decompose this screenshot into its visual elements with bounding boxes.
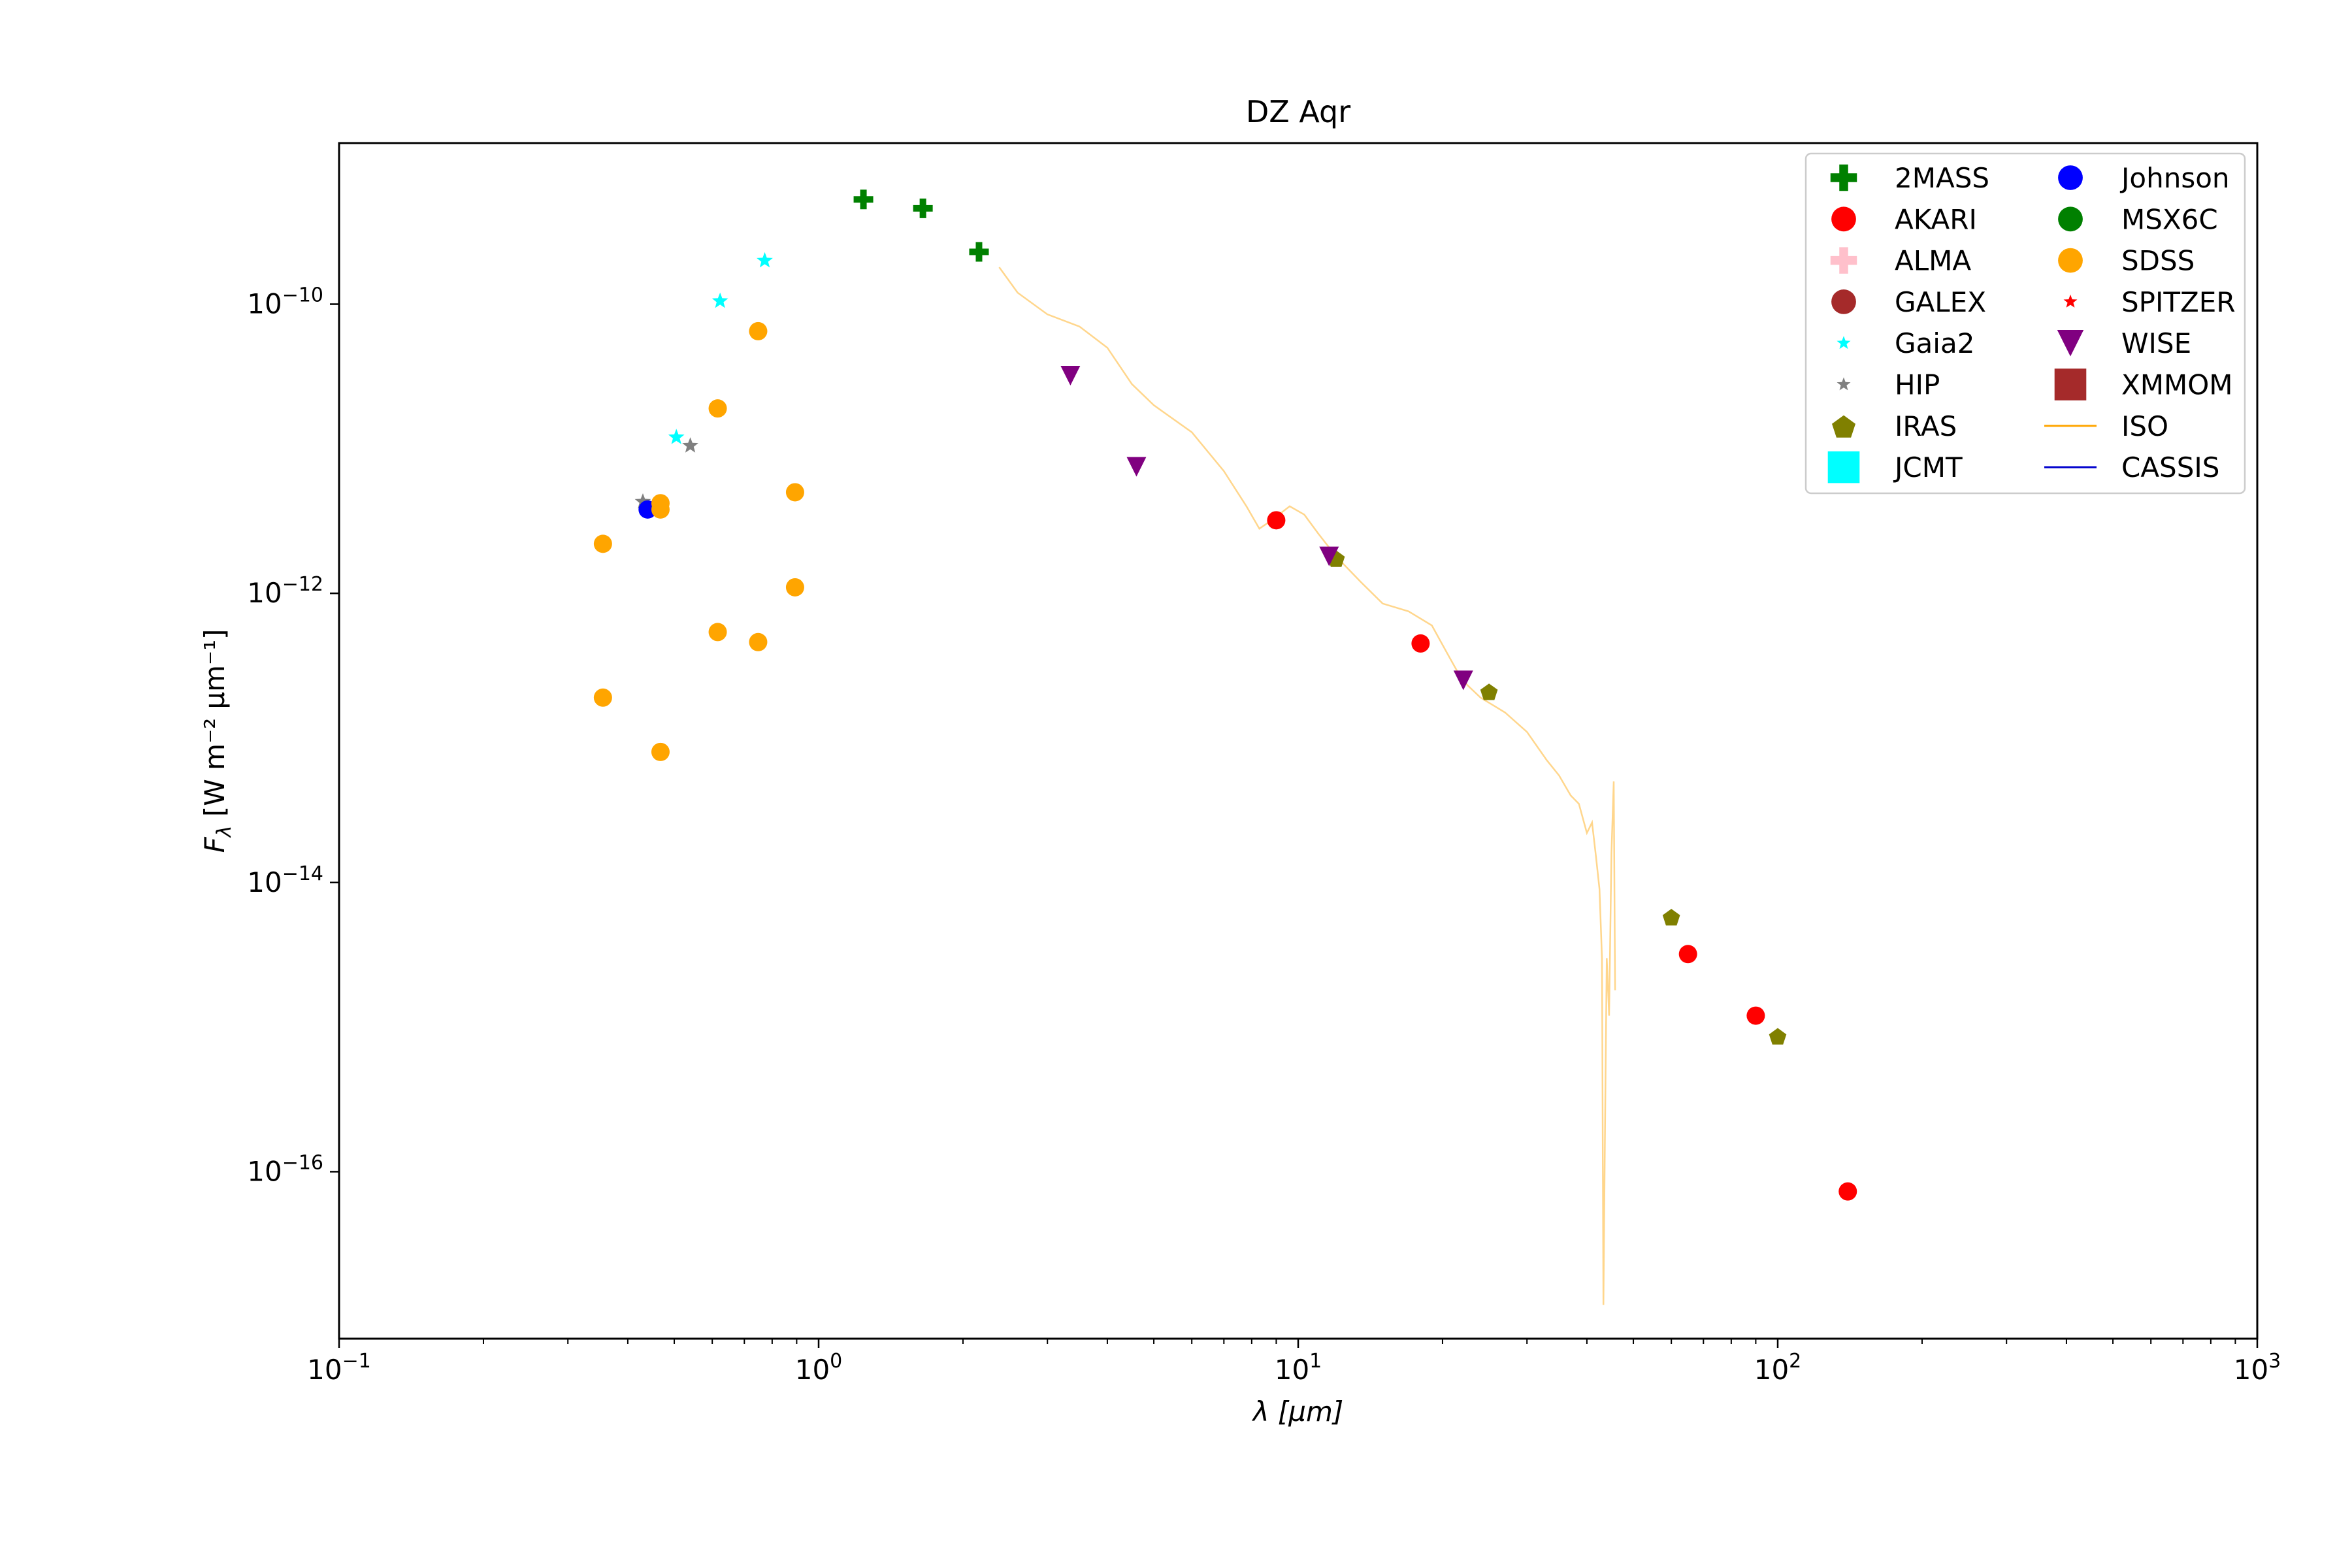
hip-legend-label: HIP bbox=[1895, 369, 1940, 401]
jcmt-legend-label: JCMT bbox=[1893, 451, 1963, 483]
wise-point bbox=[1060, 366, 1081, 386]
hip-legend-marker bbox=[1837, 377, 1851, 391]
legend: 2MASS AKARI ALMA GALEX Gaia2 HIP IRAS JCMT Johns… bbox=[1805, 152, 2246, 495]
gaia2-point bbox=[668, 429, 685, 444]
sdss-legend-marker bbox=[2058, 248, 2083, 273]
gaia2-point bbox=[711, 292, 728, 308]
iras-point bbox=[1769, 1028, 1787, 1045]
iras-legend-marker bbox=[1832, 415, 1855, 438]
akari-point bbox=[1838, 1182, 1857, 1201]
johnson-legend-marker bbox=[2058, 165, 2083, 190]
akari-point bbox=[1746, 1006, 1765, 1025]
x-axis-label: λ [μm] bbox=[1252, 1396, 1344, 1428]
sdss-legend-label: SDSS bbox=[2121, 245, 2195, 277]
2mass-point bbox=[913, 198, 933, 218]
legend-box bbox=[1805, 152, 2246, 495]
iras-point bbox=[1480, 683, 1498, 700]
sdss-point bbox=[708, 399, 727, 418]
galex-legend-label: GALEX bbox=[1895, 286, 1986, 318]
sdss-point bbox=[651, 742, 670, 761]
cassis-legend-label: CASSIS bbox=[2121, 451, 2219, 483]
2mass-point bbox=[969, 242, 989, 262]
gaia2-legend-marker bbox=[1837, 336, 1851, 350]
wise-point bbox=[1126, 457, 1147, 477]
sdss-point bbox=[749, 321, 768, 340]
gaia2-point bbox=[757, 252, 773, 268]
akari-point bbox=[1411, 634, 1430, 653]
sdss-point bbox=[651, 500, 670, 519]
wise-point bbox=[1319, 546, 1339, 566]
2mass-legend-label: 2MASS bbox=[1895, 162, 1989, 194]
akari-point bbox=[1678, 945, 1697, 964]
sdss-point bbox=[785, 578, 804, 596]
sdss-point bbox=[593, 688, 612, 707]
galex-legend-marker bbox=[1831, 289, 1856, 314]
sdss-point bbox=[749, 632, 768, 651]
y-axis-label: Fλ [W m⁻² μm⁻¹] bbox=[199, 629, 236, 853]
spitzer-legend-label: SPITZER bbox=[2121, 286, 2236, 318]
wise-legend-marker bbox=[2057, 329, 2084, 357]
2mass-legend-marker bbox=[1830, 164, 1857, 191]
chart-title: DZ Aqr bbox=[1246, 94, 1350, 129]
johnson-legend-label: Johnson bbox=[2119, 162, 2230, 194]
2mass-point bbox=[853, 189, 874, 210]
gaia2-legend-label: Gaia2 bbox=[1895, 327, 1974, 359]
msx6c-legend-label: MSX6C bbox=[2121, 203, 2218, 235]
data-layer bbox=[593, 189, 1857, 1305]
spitzer-legend-marker bbox=[2063, 294, 2078, 308]
iso-legend-label: ISO bbox=[2121, 410, 2168, 442]
akari-point bbox=[1267, 511, 1286, 530]
sdss-point bbox=[593, 534, 612, 553]
msx6c-legend-marker bbox=[2058, 206, 2083, 232]
hip-point bbox=[682, 437, 698, 453]
jcmt-legend-marker bbox=[1827, 451, 1860, 483]
sdss-point bbox=[708, 623, 727, 642]
alma-legend-label: ALMA bbox=[1895, 245, 1971, 277]
iras-point bbox=[1662, 909, 1680, 926]
wise-point bbox=[1453, 670, 1473, 691]
alma-legend-marker bbox=[1830, 247, 1857, 274]
xmmom-legend-marker bbox=[2054, 368, 2087, 400]
akari-legend-label: AKARI bbox=[1895, 203, 1977, 235]
hip-point bbox=[634, 493, 651, 509]
iso-spectrum-line bbox=[998, 267, 1616, 1305]
xmmom-legend-label: XMMOM bbox=[2121, 369, 2233, 401]
iras-legend-label: IRAS bbox=[1895, 410, 1957, 442]
akari-legend-marker bbox=[1831, 206, 1856, 232]
wise-legend-label: WISE bbox=[2121, 327, 2191, 359]
sdss-point bbox=[785, 483, 804, 502]
